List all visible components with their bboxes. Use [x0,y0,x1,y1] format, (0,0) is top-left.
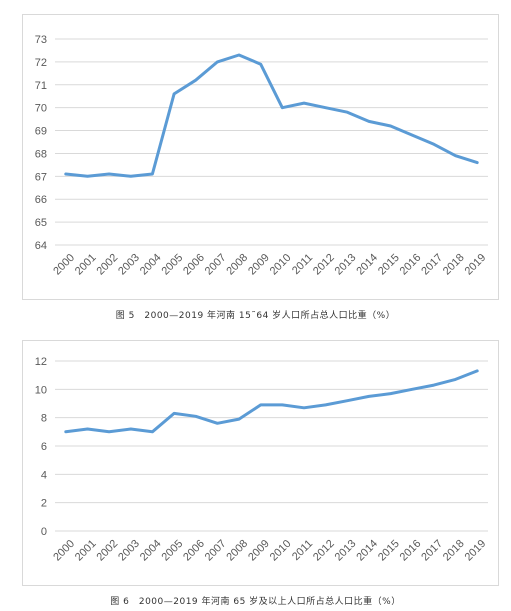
figure-caption-2: 图 6 2000—2019 年河南 65 岁及以上人口所占总人口比重（%） [110,597,401,607]
y-tick-label: 70 [35,103,47,115]
data-point [172,412,176,415]
data-point [346,399,349,402]
data-point [475,369,479,373]
chart-panel-1: 64 65 66 67 68 69 70 71 72 73 2000 2001 2002 2003 2004… [22,14,499,300]
y-tick-label: 4 [41,469,47,481]
y-tick-label: 69 [35,126,47,138]
data-point [432,143,436,146]
y-tick-label: 66 [35,194,47,206]
y-tick-label: 68 [35,148,47,160]
x-tick-label: 2000 [51,538,77,564]
x-tick-label: 2009 [246,538,272,564]
y-tick-label: 8 [41,413,47,425]
x-tick-label: 2004 [138,538,164,564]
series-line [64,53,479,178]
data-point [64,172,68,176]
figure-caption-1: 图 5 2000—2019 年河南 15˜64 岁人口所占总人口比重（%） [115,311,396,321]
data-point [86,427,89,431]
y-tick-label: 67 [35,171,47,183]
x-tick-label: 2001 [73,538,99,564]
y-tick-label: 65 [35,217,47,229]
data-point [281,106,284,109]
y-tick-label: 71 [35,80,47,92]
data-point [281,403,284,407]
x-tick-label: 2012 [311,538,337,564]
x-tick-label: 2006 [181,538,207,564]
data-point [107,430,111,434]
data-point [432,383,436,387]
data-point [107,172,111,176]
data-point [129,175,132,178]
x-tick-label: 2013 [333,538,359,564]
y-tick-label: 72 [35,57,47,69]
chart-panel-2: 0 2 4 6 8 10 12 2000 2001 2002 2003 2004 2005 2006 200… [22,340,499,586]
y-tick-label: 73 [35,34,47,46]
x-tick-label: 2008 [224,538,250,564]
data-point [302,101,306,105]
data-point [64,430,68,434]
y-tick-label: 0 [41,526,47,538]
data-point [129,427,132,431]
data-point [237,417,241,421]
x-tick-label: 2017 [419,538,445,564]
x-tick-label: 2002 [95,538,121,564]
data-point [389,124,392,128]
data-point [216,422,219,425]
x-tick-label: 2003 [116,538,142,564]
data-point [216,60,219,64]
data-point [411,388,414,391]
data-point [86,175,89,178]
x-tick-label: 2016 [398,538,424,564]
x-tick-label: 2014 [354,538,380,564]
x-tick-label: 2011 [290,538,315,563]
data-point [151,172,154,176]
data-point [411,133,414,137]
data-point [367,395,371,398]
data-point [367,120,371,123]
data-point [346,111,349,114]
line-chart-2: 0246810122000200120022003200420052006200… [35,356,489,564]
data-point [172,92,176,96]
x-tick-label: 2005 [159,538,185,564]
line-chart-1: 6465666768697071727320002001200220032004… [35,34,489,278]
data-point [259,403,262,407]
x-tick-label: 2018 [441,538,467,564]
x-tick-label: 2007 [203,538,229,564]
data-point [194,79,197,82]
data-point [194,415,197,418]
data-point [151,430,154,434]
data-point [454,378,457,381]
data-point [259,62,262,66]
data-point [237,53,241,57]
y-tick-label: 6 [41,441,47,453]
y-tick-label: 10 [35,384,47,396]
data-point [324,403,327,407]
y-tick-label: 12 [35,356,47,368]
data-point [475,161,479,164]
x-tick-label: 2015 [376,538,402,564]
y-tick-label: 2 [41,498,47,510]
figure-5: 64 65 66 67 68 69 70 71 72 73 2000 2001 2002 2003 2004… [22,14,499,321]
data-point [454,154,457,157]
series-line [64,369,479,434]
data-point [302,406,306,409]
data-point [324,106,327,109]
y-tick-label: 64 [35,240,47,252]
x-tick-label: 2010 [268,538,294,564]
data-point [389,392,392,395]
x-tick-label: 2019 [463,538,489,564]
